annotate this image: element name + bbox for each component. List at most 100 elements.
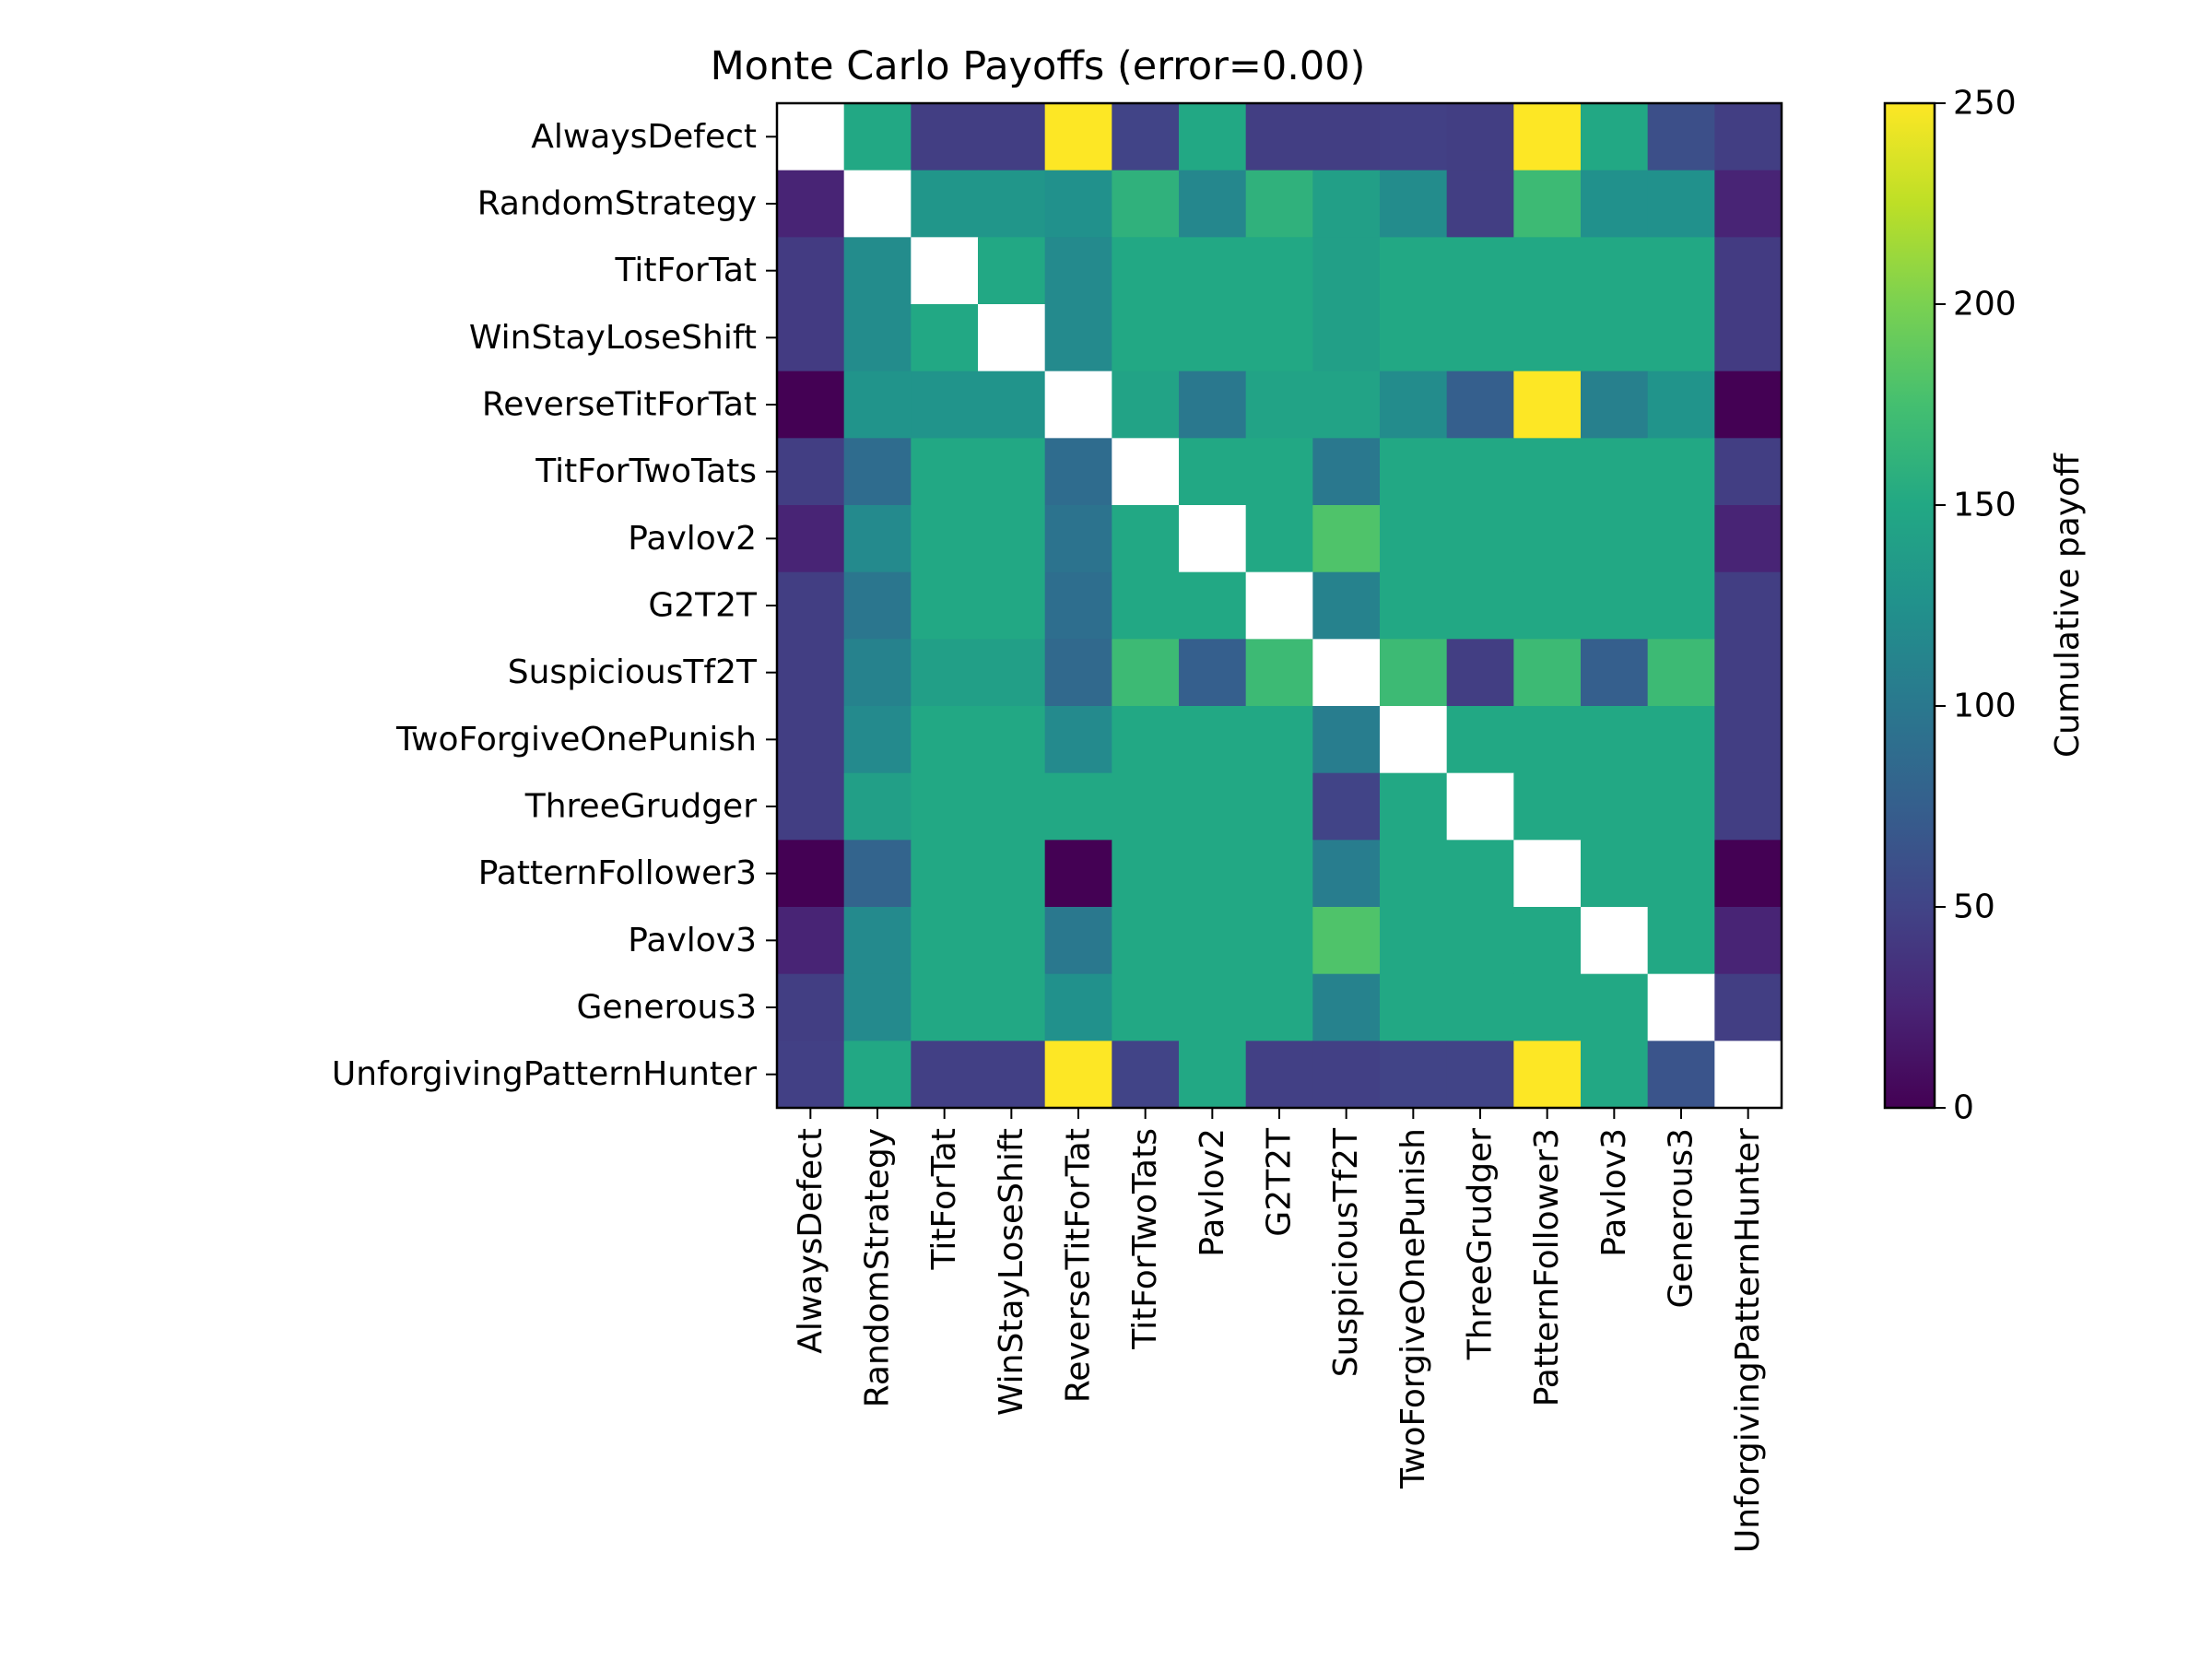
- heatmap-cell: [1044, 639, 1112, 707]
- heatmap-cell: [1044, 571, 1112, 640]
- heatmap-cell: [978, 505, 1046, 573]
- heatmap-cell: [1112, 438, 1180, 506]
- heatmap-cell: [1245, 772, 1313, 841]
- heatmap-cell: [1112, 304, 1180, 372]
- heatmap-cell: [1714, 170, 1783, 238]
- heatmap-cell: [1446, 170, 1514, 238]
- heatmap-cell: [1513, 907, 1582, 975]
- colorbar-tick-label: 50: [1953, 888, 1995, 926]
- heatmap-cell: [1380, 907, 1448, 975]
- heatmap-cell: [1312, 170, 1381, 238]
- heatmap-cell: [777, 907, 845, 975]
- heatmap-cell: [1245, 505, 1313, 573]
- heatmap-cell: [1581, 571, 1649, 640]
- heatmap-cell: [1179, 706, 1247, 774]
- heatmap-cell: [843, 973, 912, 1041]
- heatmap-cell: [1647, 304, 1715, 372]
- colorbar: 0 50 100 150 200 250 Cumulative payoff: [1883, 85, 2087, 1127]
- heatmap-cell: [1179, 438, 1247, 506]
- heatmap-cell: [1513, 706, 1582, 774]
- heatmap-cell: [1044, 237, 1112, 305]
- heatmap-cell: [1714, 304, 1783, 372]
- heatmap-cell: [978, 237, 1046, 305]
- heatmap-cell: [1112, 237, 1180, 305]
- heatmap-cell: [1044, 973, 1112, 1041]
- column-tick-label: PatternFollower3: [1528, 1128, 1566, 1406]
- heatmap-cell: [1312, 639, 1381, 707]
- heatmap-cell: [1647, 438, 1715, 506]
- heatmap-cell: [1647, 103, 1715, 171]
- heatmap-cell: [843, 170, 912, 238]
- heatmap-cell: [1179, 973, 1247, 1041]
- heatmap-cell: [777, 170, 845, 238]
- row-tick-label: UnforgivingPatternHunter: [332, 1055, 757, 1093]
- heatmap-cell: [1446, 438, 1514, 506]
- heatmap-cell: [978, 571, 1046, 640]
- heatmap-cell: [777, 840, 845, 908]
- column-tick-label: UnforgivingPatternHunter: [1729, 1128, 1767, 1553]
- heatmap-cell: [1044, 772, 1112, 841]
- heatmap-cell: [978, 103, 1046, 171]
- heatmap-cell: [1647, 371, 1715, 439]
- heatmap-cell: [777, 304, 845, 372]
- heatmap-cell: [1446, 103, 1514, 171]
- heatmap-cell: [1112, 973, 1180, 1041]
- heatmap-cell: [1446, 907, 1514, 975]
- heatmap-cell: [1112, 772, 1180, 841]
- heatmap-cell: [978, 304, 1046, 372]
- heatmap-cell: [1513, 371, 1582, 439]
- heatmap-cell: [911, 103, 979, 171]
- row-tick-label: Pavlov2: [628, 520, 757, 558]
- heatmap-cell: [1380, 371, 1448, 439]
- column-tick-label: RandomStrategy: [859, 1128, 897, 1407]
- heatmap-cell: [1312, 103, 1381, 171]
- heatmap-cell: [1446, 639, 1514, 707]
- heatmap-cell: [911, 907, 979, 975]
- heatmap-cell: [777, 706, 845, 774]
- heatmap-cell: [911, 505, 979, 573]
- heatmap-cell: [1513, 639, 1582, 707]
- heatmap-cell: [1112, 706, 1180, 774]
- heatmap-cell: [1044, 706, 1112, 774]
- row-tick-labels: AlwaysDefect RandomStrategy TitForTat WinSt…: [332, 118, 777, 1093]
- column-tick-label: TwoForgiveOnePunish: [1394, 1128, 1432, 1489]
- column-tick-label: WinStayLoseShift: [993, 1128, 1030, 1416]
- heatmap-cell: [1179, 571, 1247, 640]
- colorbar-tick-label: 0: [1953, 1089, 1974, 1127]
- row-tick-label: PatternFollower3: [478, 854, 757, 892]
- row-tick-label: SuspiciousTf2T: [508, 653, 758, 691]
- heatmap-cell: [1647, 505, 1715, 573]
- heatmap-cell: [978, 371, 1046, 439]
- heatmap-cell: [1714, 706, 1783, 774]
- heatmap-cell: [777, 973, 845, 1041]
- heatmap-cell: [1647, 907, 1715, 975]
- heatmap-cell: [1179, 170, 1247, 238]
- heatmap-cell: [1581, 1041, 1649, 1109]
- heatmap-cell: [1513, 103, 1582, 171]
- heatmap-cell: [1179, 304, 1247, 372]
- heatmap-cell: [1714, 772, 1783, 841]
- heatmap-cell: [1179, 505, 1247, 573]
- heatmap-cell: [1245, 304, 1313, 372]
- heatmap-cell: [978, 907, 1046, 975]
- heatmap-cell: [1245, 706, 1313, 774]
- heatmap-cell: [1581, 973, 1649, 1041]
- heatmap-cell: [1513, 772, 1582, 841]
- heatmap-cell: [1312, 438, 1381, 506]
- column-tick-label: TitForTwoTats: [1126, 1128, 1164, 1350]
- heatmap-cell: [843, 639, 912, 707]
- row-tick-label: ReverseTitForTat: [482, 386, 757, 424]
- heatmap-cell: [1581, 840, 1649, 908]
- heatmap-cell: [978, 170, 1046, 238]
- heatmap-cell: [911, 438, 979, 506]
- heatmap-cell: [1312, 706, 1381, 774]
- heatmap-cell: [1380, 505, 1448, 573]
- heatmap-cell: [1179, 103, 1247, 171]
- heatmap-cell: [1112, 639, 1180, 707]
- heatmap-cell: [1446, 973, 1514, 1041]
- heatmap-cell: [1380, 103, 1448, 171]
- heatmap-cell: [777, 639, 845, 707]
- column-tick-label: G2T2T: [1261, 1127, 1299, 1237]
- heatmap-cell: [1179, 840, 1247, 908]
- heatmap-cell: [1245, 237, 1313, 305]
